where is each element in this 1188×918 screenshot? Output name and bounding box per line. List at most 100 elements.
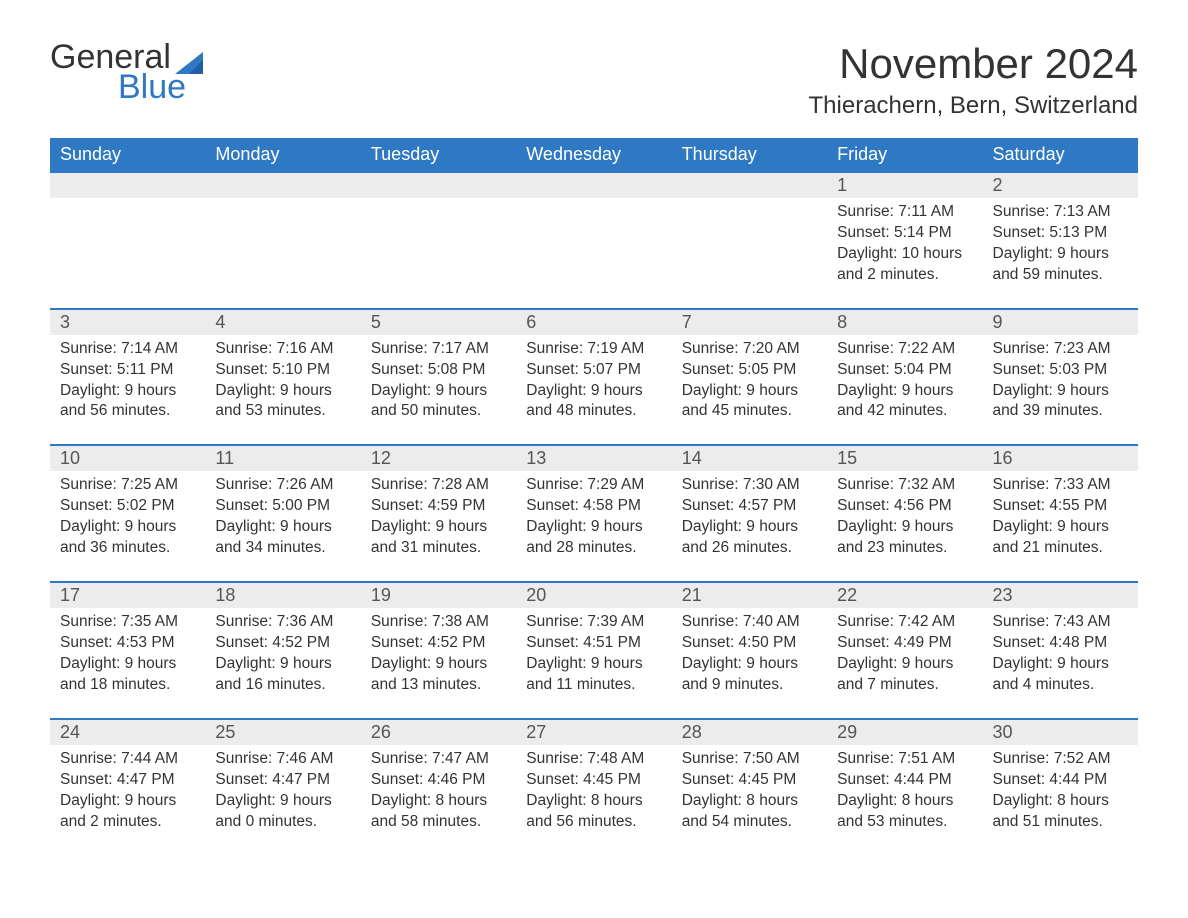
- day-cell: Sunrise: 7:17 AMSunset: 5:08 PMDaylight:…: [361, 335, 516, 446]
- day-number: 19: [361, 582, 516, 608]
- sunset-text: Sunset: 4:48 PM: [993, 633, 1128, 654]
- sunset-text: Sunset: 4:55 PM: [993, 496, 1128, 517]
- daylight-text: Daylight: 9 hours and 21 minutes.: [993, 517, 1128, 559]
- daylight-text: Daylight: 9 hours and 45 minutes.: [682, 381, 817, 423]
- daylight-text: Daylight: 9 hours and 26 minutes.: [682, 517, 817, 559]
- brand-logo: General Blue: [50, 40, 205, 104]
- daylight-text: Daylight: 9 hours and 34 minutes.: [215, 517, 350, 559]
- dow-sunday: Sunday: [50, 138, 205, 172]
- day-number: 15: [827, 445, 982, 471]
- day-number: 4: [205, 309, 360, 335]
- day-cell: Sunrise: 7:40 AMSunset: 4:50 PMDaylight:…: [672, 608, 827, 719]
- week-daynum-row: 10111213141516: [50, 445, 1138, 471]
- day-cell: Sunrise: 7:28 AMSunset: 4:59 PMDaylight:…: [361, 471, 516, 582]
- day-number: 2: [983, 172, 1138, 198]
- empty-day-cell: [205, 198, 360, 309]
- sunset-text: Sunset: 5:05 PM: [682, 360, 817, 381]
- sunrise-text: Sunrise: 7:46 AM: [215, 749, 350, 770]
- sunrise-text: Sunrise: 7:23 AM: [993, 339, 1128, 360]
- day-number: 29: [827, 719, 982, 745]
- day-number: 17: [50, 582, 205, 608]
- day-cell: Sunrise: 7:20 AMSunset: 5:05 PMDaylight:…: [672, 335, 827, 446]
- day-number: 25: [205, 719, 360, 745]
- dow-wednesday: Wednesday: [516, 138, 671, 172]
- sunset-text: Sunset: 5:08 PM: [371, 360, 506, 381]
- day-number: 3: [50, 309, 205, 335]
- empty-day-number: [516, 172, 671, 198]
- daylight-text: Daylight: 9 hours and 13 minutes.: [371, 654, 506, 696]
- sunset-text: Sunset: 4:56 PM: [837, 496, 972, 517]
- sunset-text: Sunset: 4:45 PM: [526, 770, 661, 791]
- sunrise-text: Sunrise: 7:20 AM: [682, 339, 817, 360]
- sunset-text: Sunset: 5:10 PM: [215, 360, 350, 381]
- sunset-text: Sunset: 4:51 PM: [526, 633, 661, 654]
- sunset-text: Sunset: 4:49 PM: [837, 633, 972, 654]
- sunset-text: Sunset: 5:11 PM: [60, 360, 195, 381]
- daylight-text: Daylight: 9 hours and 36 minutes.: [60, 517, 195, 559]
- empty-day-cell: [50, 198, 205, 309]
- dow-tuesday: Tuesday: [361, 138, 516, 172]
- daylight-text: Daylight: 8 hours and 53 minutes.: [837, 791, 972, 833]
- sunrise-text: Sunrise: 7:39 AM: [526, 612, 661, 633]
- day-number: 9: [983, 309, 1138, 335]
- daylight-text: Daylight: 8 hours and 58 minutes.: [371, 791, 506, 833]
- sunset-text: Sunset: 5:04 PM: [837, 360, 972, 381]
- sunrise-text: Sunrise: 7:43 AM: [993, 612, 1128, 633]
- day-number: 5: [361, 309, 516, 335]
- calendar-body: 12Sunrise: 7:11 AMSunset: 5:14 PMDayligh…: [50, 172, 1138, 854]
- sunrise-text: Sunrise: 7:29 AM: [526, 475, 661, 496]
- location-subtitle: Thierachern, Bern, Switzerland: [809, 92, 1138, 120]
- day-cell: Sunrise: 7:13 AMSunset: 5:13 PMDaylight:…: [983, 198, 1138, 309]
- sunset-text: Sunset: 4:46 PM: [371, 770, 506, 791]
- daylight-text: Daylight: 9 hours and 2 minutes.: [60, 791, 195, 833]
- sunset-text: Sunset: 5:00 PM: [215, 496, 350, 517]
- day-cell: Sunrise: 7:43 AMSunset: 4:48 PMDaylight:…: [983, 608, 1138, 719]
- sunrise-text: Sunrise: 7:19 AM: [526, 339, 661, 360]
- sunrise-text: Sunrise: 7:30 AM: [682, 475, 817, 496]
- day-number: 18: [205, 582, 360, 608]
- day-cell: Sunrise: 7:39 AMSunset: 4:51 PMDaylight:…: [516, 608, 671, 719]
- daylight-text: Daylight: 9 hours and 56 minutes.: [60, 381, 195, 423]
- sunset-text: Sunset: 4:47 PM: [215, 770, 350, 791]
- empty-day-cell: [516, 198, 671, 309]
- sunrise-text: Sunrise: 7:36 AM: [215, 612, 350, 633]
- daylight-text: Daylight: 9 hours and 9 minutes.: [682, 654, 817, 696]
- sunset-text: Sunset: 5:13 PM: [993, 223, 1128, 244]
- sunset-text: Sunset: 5:02 PM: [60, 496, 195, 517]
- sunrise-text: Sunrise: 7:32 AM: [837, 475, 972, 496]
- dow-monday: Monday: [205, 138, 360, 172]
- day-cell: Sunrise: 7:14 AMSunset: 5:11 PMDaylight:…: [50, 335, 205, 446]
- daylight-text: Daylight: 9 hours and 16 minutes.: [215, 654, 350, 696]
- day-number: 24: [50, 719, 205, 745]
- daylight-text: Daylight: 9 hours and 18 minutes.: [60, 654, 195, 696]
- day-number: 26: [361, 719, 516, 745]
- sunrise-text: Sunrise: 7:44 AM: [60, 749, 195, 770]
- dow-thursday: Thursday: [672, 138, 827, 172]
- week-daynum-row: 24252627282930: [50, 719, 1138, 745]
- sunrise-text: Sunrise: 7:13 AM: [993, 202, 1128, 223]
- daylight-text: Daylight: 9 hours and 0 minutes.: [215, 791, 350, 833]
- daylight-text: Daylight: 8 hours and 56 minutes.: [526, 791, 661, 833]
- day-cell: Sunrise: 7:32 AMSunset: 4:56 PMDaylight:…: [827, 471, 982, 582]
- sunrise-text: Sunrise: 7:50 AM: [682, 749, 817, 770]
- calendar-page: General Blue November 2024 Thierachern, …: [0, 0, 1188, 918]
- day-number: 21: [672, 582, 827, 608]
- daylight-text: Daylight: 9 hours and 7 minutes.: [837, 654, 972, 696]
- day-number: 13: [516, 445, 671, 471]
- sunset-text: Sunset: 4:50 PM: [682, 633, 817, 654]
- brand-word-blue: Blue: [118, 70, 205, 104]
- week-info-row: Sunrise: 7:44 AMSunset: 4:47 PMDaylight:…: [50, 745, 1138, 855]
- daylight-text: Daylight: 9 hours and 23 minutes.: [837, 517, 972, 559]
- day-cell: Sunrise: 7:26 AMSunset: 5:00 PMDaylight:…: [205, 471, 360, 582]
- sunrise-text: Sunrise: 7:38 AM: [371, 612, 506, 633]
- daylight-text: Daylight: 8 hours and 51 minutes.: [993, 791, 1128, 833]
- empty-day-cell: [361, 198, 516, 309]
- sunset-text: Sunset: 4:58 PM: [526, 496, 661, 517]
- empty-day-number: [205, 172, 360, 198]
- day-cell: Sunrise: 7:52 AMSunset: 4:44 PMDaylight:…: [983, 745, 1138, 855]
- day-cell: Sunrise: 7:35 AMSunset: 4:53 PMDaylight:…: [50, 608, 205, 719]
- sunrise-text: Sunrise: 7:28 AM: [371, 475, 506, 496]
- daylight-text: Daylight: 9 hours and 11 minutes.: [526, 654, 661, 696]
- day-number: 10: [50, 445, 205, 471]
- day-cell: Sunrise: 7:11 AMSunset: 5:14 PMDaylight:…: [827, 198, 982, 309]
